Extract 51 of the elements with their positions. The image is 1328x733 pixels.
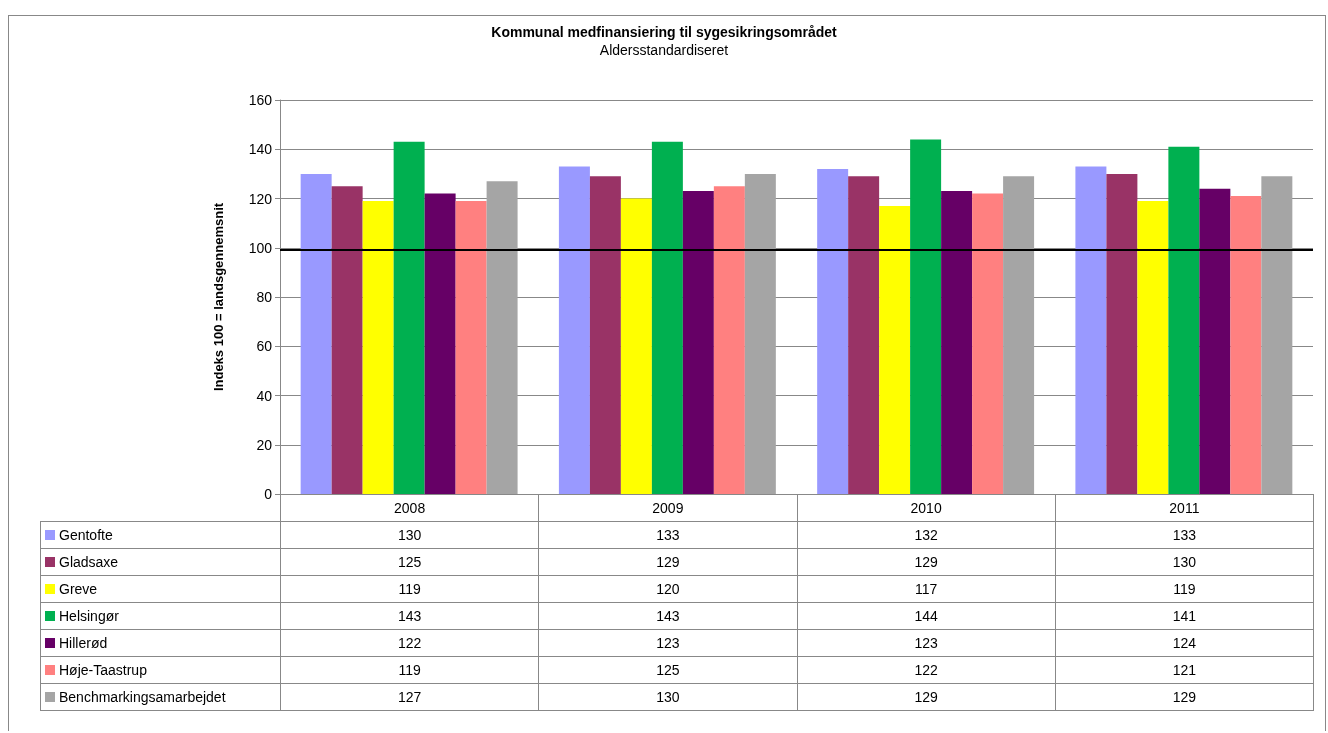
data-label: 119 bbox=[280, 575, 539, 603]
y-tick-label: 20 bbox=[256, 436, 273, 453]
y-tick-label: 0 bbox=[264, 486, 273, 502]
data-label: 125 bbox=[280, 548, 539, 576]
y-axis-title: Indeks 100 = landsgennemsnit bbox=[211, 202, 226, 392]
data-label: 143 bbox=[280, 602, 539, 630]
data-label: 119 bbox=[280, 656, 539, 684]
data-label: 124 bbox=[1055, 629, 1314, 657]
data-label: 144 bbox=[797, 602, 1056, 630]
y-tick-label: 40 bbox=[256, 387, 273, 404]
data-label: 123 bbox=[538, 629, 797, 657]
legend-label: Helsingør bbox=[40, 602, 281, 630]
data-label: 117 bbox=[797, 575, 1056, 603]
x-tick-label: 2008 bbox=[280, 494, 539, 522]
data-label: 133 bbox=[538, 521, 797, 549]
legend-label: Hillerød bbox=[40, 629, 281, 657]
data-label: 123 bbox=[797, 629, 1056, 657]
data-label: 130 bbox=[538, 683, 797, 711]
data-label: 122 bbox=[280, 629, 539, 657]
data-label: 141 bbox=[1055, 602, 1314, 630]
y-tick-label: 120 bbox=[248, 190, 273, 207]
data-label: 127 bbox=[280, 683, 539, 711]
data-label: 129 bbox=[797, 683, 1056, 711]
y-tick-label: 100 bbox=[248, 239, 273, 256]
y-tick-label: 80 bbox=[256, 289, 273, 305]
x-tick-label: 2010 bbox=[797, 494, 1056, 522]
data-label: 122 bbox=[797, 656, 1056, 684]
chart-title: Kommunal medfinansiering til sygesikringsområdet bbox=[491, 24, 838, 40]
legend-label: Gladsaxe bbox=[40, 548, 281, 576]
y-tick-label: 140 bbox=[248, 141, 273, 158]
data-label: 119 bbox=[1055, 575, 1314, 603]
x-tick-label: 2009 bbox=[538, 494, 797, 522]
legend-label: Gentofte bbox=[40, 521, 281, 549]
data-label: 130 bbox=[280, 521, 539, 549]
y-tick-label: 60 bbox=[256, 338, 273, 355]
data-label: 130 bbox=[1055, 548, 1314, 576]
legend-label: Greve bbox=[40, 575, 281, 603]
data-label: 120 bbox=[538, 575, 797, 603]
chart-subtitle: Aldersstandardiseret bbox=[599, 42, 729, 58]
data-label: 129 bbox=[797, 548, 1056, 576]
y-tick-label: 160 bbox=[248, 92, 273, 108]
legend-label: Høje-Taastrup bbox=[40, 656, 281, 684]
data-label: 129 bbox=[538, 548, 797, 576]
data-label: 132 bbox=[797, 521, 1056, 549]
legend-label: Benchmarkingsamarbejdet bbox=[40, 683, 281, 711]
data-label: 143 bbox=[538, 602, 797, 630]
data-label: 129 bbox=[1055, 683, 1314, 711]
data-label: 133 bbox=[1055, 521, 1314, 549]
data-label: 125 bbox=[538, 656, 797, 684]
x-tick-label: 2011 bbox=[1055, 494, 1314, 522]
data-label: 121 bbox=[1055, 656, 1314, 684]
